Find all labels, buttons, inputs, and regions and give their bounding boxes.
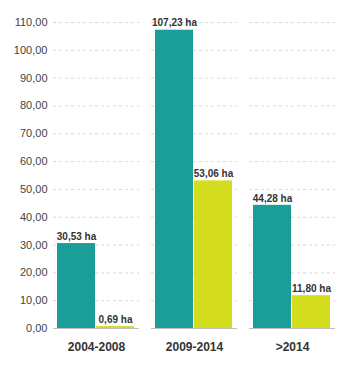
svg-text:0,00: 0,00 bbox=[26, 322, 47, 334]
svg-text:60,00: 60,00 bbox=[20, 155, 48, 167]
svg-text:2004-2008: 2004-2008 bbox=[68, 340, 126, 354]
svg-text:0,69 ha: 0,69 ha bbox=[99, 314, 133, 325]
svg-text:44,28 ha: 44,28 ha bbox=[253, 193, 293, 204]
svg-text:70,00: 70,00 bbox=[20, 127, 48, 139]
svg-text:107,23 ha: 107,23 ha bbox=[152, 17, 197, 28]
svg-text:110,00: 110,00 bbox=[15, 16, 48, 28]
svg-text:30,00: 30,00 bbox=[20, 239, 48, 251]
svg-text:30,53 ha: 30,53 ha bbox=[57, 231, 97, 242]
svg-text:100,00: 100,00 bbox=[14, 44, 48, 56]
svg-text:53,06 ha: 53,06 ha bbox=[194, 168, 234, 179]
svg-text:20,00: 20,00 bbox=[20, 266, 48, 278]
svg-text:50,00: 50,00 bbox=[20, 183, 48, 195]
svg-text:90,00: 90,00 bbox=[20, 72, 48, 84]
svg-text:80,00: 80,00 bbox=[20, 99, 48, 111]
svg-text:40,00: 40,00 bbox=[20, 211, 48, 223]
svg-text:10,00: 10,00 bbox=[20, 294, 48, 306]
svg-text:>2014: >2014 bbox=[276, 340, 310, 354]
svg-text:11,80 ha: 11,80 ha bbox=[292, 283, 331, 294]
svg-text:2009-2014: 2009-2014 bbox=[166, 340, 224, 354]
